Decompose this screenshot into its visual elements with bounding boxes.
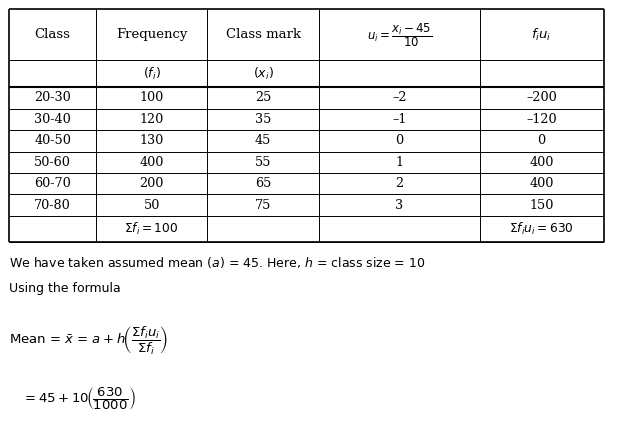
Text: 400: 400: [529, 177, 554, 190]
Text: 100: 100: [139, 91, 164, 105]
Text: –200: –200: [526, 91, 557, 105]
Text: 0: 0: [395, 134, 404, 148]
Text: 0: 0: [537, 134, 546, 148]
Text: 55: 55: [255, 156, 271, 169]
Text: 45: 45: [255, 134, 271, 148]
Text: $u_i = \dfrac{x_i - 45}{10}$: $u_i = \dfrac{x_i - 45}{10}$: [366, 21, 432, 49]
Text: 50: 50: [144, 198, 160, 212]
Text: $\Sigma f_i u_i = 630$: $\Sigma f_i u_i = 630$: [509, 221, 574, 237]
Text: Mean = $\bar{x}$ = $a + h\!\left(\dfrac{\Sigma f_i u_i}{\Sigma f_i}\right)$: Mean = $\bar{x}$ = $a + h\!\left(\dfrac{…: [9, 325, 168, 357]
Text: Class: Class: [35, 28, 71, 41]
Text: 400: 400: [139, 156, 164, 169]
Text: 20-30: 20-30: [34, 91, 71, 105]
Text: We have taken assumed mean ($a$) = 45. Here, $h$ = class size = 10: We have taken assumed mean ($a$) = 45. H…: [9, 255, 426, 270]
Text: 50-60: 50-60: [34, 156, 71, 169]
Text: –120: –120: [526, 113, 557, 126]
Text: 25: 25: [255, 91, 271, 105]
Text: 40-50: 40-50: [34, 134, 71, 148]
Text: 65: 65: [255, 177, 271, 190]
Text: 150: 150: [529, 198, 554, 212]
Text: 3: 3: [395, 198, 404, 212]
Text: $= 45 + 10\!\left(\dfrac{630}{1000}\right)$: $= 45 + 10\!\left(\dfrac{630}{1000}\righ…: [22, 385, 136, 412]
Text: Class mark: Class mark: [225, 28, 301, 41]
Text: –1: –1: [392, 113, 407, 126]
Text: 70-80: 70-80: [34, 198, 71, 212]
Text: Frequency: Frequency: [116, 28, 188, 41]
Text: 30-40: 30-40: [34, 113, 71, 126]
Text: $(x_i)$: $(x_i)$: [253, 66, 274, 82]
Text: $(f_i)$: $(f_i)$: [143, 66, 160, 82]
Text: 1: 1: [396, 156, 403, 169]
Text: 2: 2: [395, 177, 404, 190]
Text: 75: 75: [255, 198, 271, 212]
Text: 60-70: 60-70: [34, 177, 71, 190]
Text: 120: 120: [139, 113, 164, 126]
Text: –2: –2: [392, 91, 407, 105]
Text: $f_i u_i$: $f_i u_i$: [531, 26, 552, 43]
Text: 130: 130: [139, 134, 164, 148]
Text: 200: 200: [139, 177, 164, 190]
Text: 400: 400: [529, 156, 554, 169]
Text: 35: 35: [255, 113, 271, 126]
Text: $\Sigma f_i = 100$: $\Sigma f_i = 100$: [124, 221, 179, 237]
Text: Using the formula: Using the formula: [9, 282, 121, 295]
